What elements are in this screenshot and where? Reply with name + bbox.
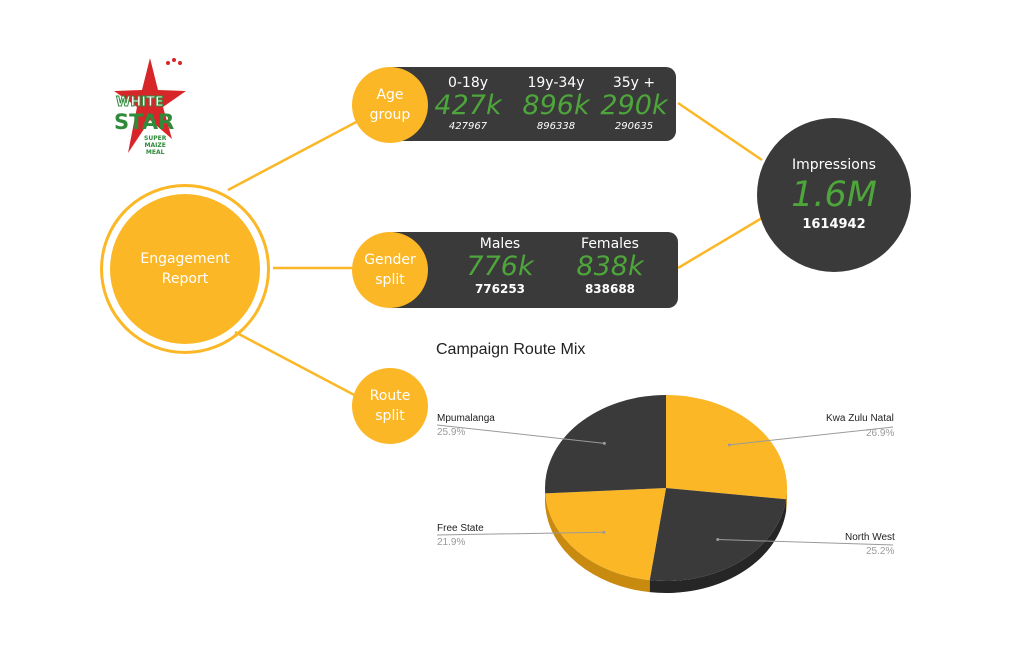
chart-title: Campaign Route Mix	[436, 341, 586, 358]
gender-short-value: 838k	[576, 251, 644, 282]
age-short-value: 427k	[434, 90, 502, 121]
logo-word-star: STAR	[114, 110, 175, 134]
pie-leader-mpumalanga	[436, 424, 605, 444]
star-logo-icon	[114, 58, 186, 153]
engagement-report-node[interactable]: Engagement Report	[110, 194, 260, 344]
connector-age-impressions	[677, 101, 763, 162]
gender-exact-value: 838688	[584, 282, 636, 296]
impressions-node[interactable]: Impressions 1.6M 1614942	[757, 118, 911, 272]
gender-node-label-1: Gender	[364, 252, 416, 268]
pie-leader-dot	[716, 538, 720, 542]
connector-age	[227, 118, 361, 192]
pie-leader-dot	[727, 443, 731, 447]
engagement-label-1: Engagement	[140, 251, 230, 267]
pie-pct-north-west: 25.2%	[866, 546, 895, 557]
pie-pct-kzn: 26.9%	[866, 428, 895, 439]
engagement-label-2: Report	[161, 271, 209, 287]
pie-slice-free-state[interactable]	[545, 488, 666, 581]
route-split-node[interactable]: Route split	[352, 368, 428, 444]
age-exact-value: 896338	[536, 121, 576, 132]
pie-label-mpumalanga: Mpumalanga	[437, 413, 495, 424]
logo-word-white: WHITE	[116, 95, 165, 111]
pie-side-north-west	[649, 499, 787, 593]
pie-slice-kwa-zulu-natal[interactable]	[666, 395, 788, 500]
pie-leader-dot	[602, 530, 606, 534]
age-exact-value: 290635	[614, 121, 654, 132]
route-node-label-2: split	[375, 408, 405, 424]
connector-gender-impressions	[677, 216, 763, 270]
connector-route	[234, 330, 361, 400]
pie-slice-north-west[interactable]	[649, 488, 787, 581]
impressions-label: Impressions	[792, 157, 876, 173]
gender-exact-value: 776253	[474, 282, 526, 296]
gender-node-label-2: split	[375, 272, 405, 288]
logo-sub-2: MAIZE	[144, 142, 166, 149]
logo-sub-3: MEAL	[145, 149, 165, 156]
pie-side-kwa-zulu-natal	[786, 488, 787, 512]
age-short-value: 896k	[522, 90, 590, 121]
logo-subtext: SUPER MAIZE MEAL	[144, 135, 166, 156]
gender-label: Females	[581, 236, 639, 252]
gender-col-females: Females 838k 838688	[566, 236, 654, 296]
pie-pct-mpumalanga: 25.9%	[437, 427, 466, 438]
gender-short-value: 776k	[466, 251, 534, 282]
age-exact-value: 427967	[448, 121, 488, 132]
age-group-panel	[384, 67, 676, 141]
pie-label-north-west: North West	[845, 532, 895, 543]
gender-col-males: Males 776k 776253	[460, 236, 540, 296]
logo-sub-1: SUPER	[144, 135, 167, 142]
pie-side-free-state	[545, 493, 650, 593]
gender-label: Males	[479, 236, 521, 252]
engagement-report-ring	[100, 184, 270, 354]
age-short-value: 290k	[600, 90, 668, 121]
age-label: 0-18y	[447, 75, 489, 91]
age-node-label-1: Age	[376, 87, 404, 103]
impressions-short-value: 1.6M	[791, 175, 877, 215]
pie-pct-free-state: 21.9%	[437, 537, 466, 548]
age-col-35-plus: 35y + 290k 290635	[598, 75, 670, 132]
pie-leader-north-west	[717, 539, 894, 546]
pie-leader-dot	[602, 441, 606, 445]
pie-leader-free-state	[436, 531, 604, 536]
gender-split-node[interactable]: Gender split	[352, 232, 428, 308]
pie-leader-kwa-zulu-natal	[729, 426, 894, 446]
route-node-label-1: Route	[369, 388, 411, 404]
impressions-exact-value: 1614942	[802, 217, 866, 232]
pie-label-free-state: Free State	[437, 523, 484, 534]
age-node-label-2: group	[369, 107, 411, 123]
age-col-0-18: 0-18y 427k 427967	[432, 75, 504, 132]
brand-logo: WHITE STAR SUPER MAIZE MEAL	[108, 55, 188, 165]
age-label: 35y +	[612, 75, 656, 91]
age-group-node[interactable]: Age group	[352, 67, 428, 143]
age-label: 19y-34y	[527, 75, 585, 91]
pie-label-kzn: Kwa Zulu Natal	[826, 413, 894, 424]
gender-split-panel	[384, 232, 678, 308]
age-col-19-34: 19y-34y 896k 896338	[516, 75, 596, 132]
